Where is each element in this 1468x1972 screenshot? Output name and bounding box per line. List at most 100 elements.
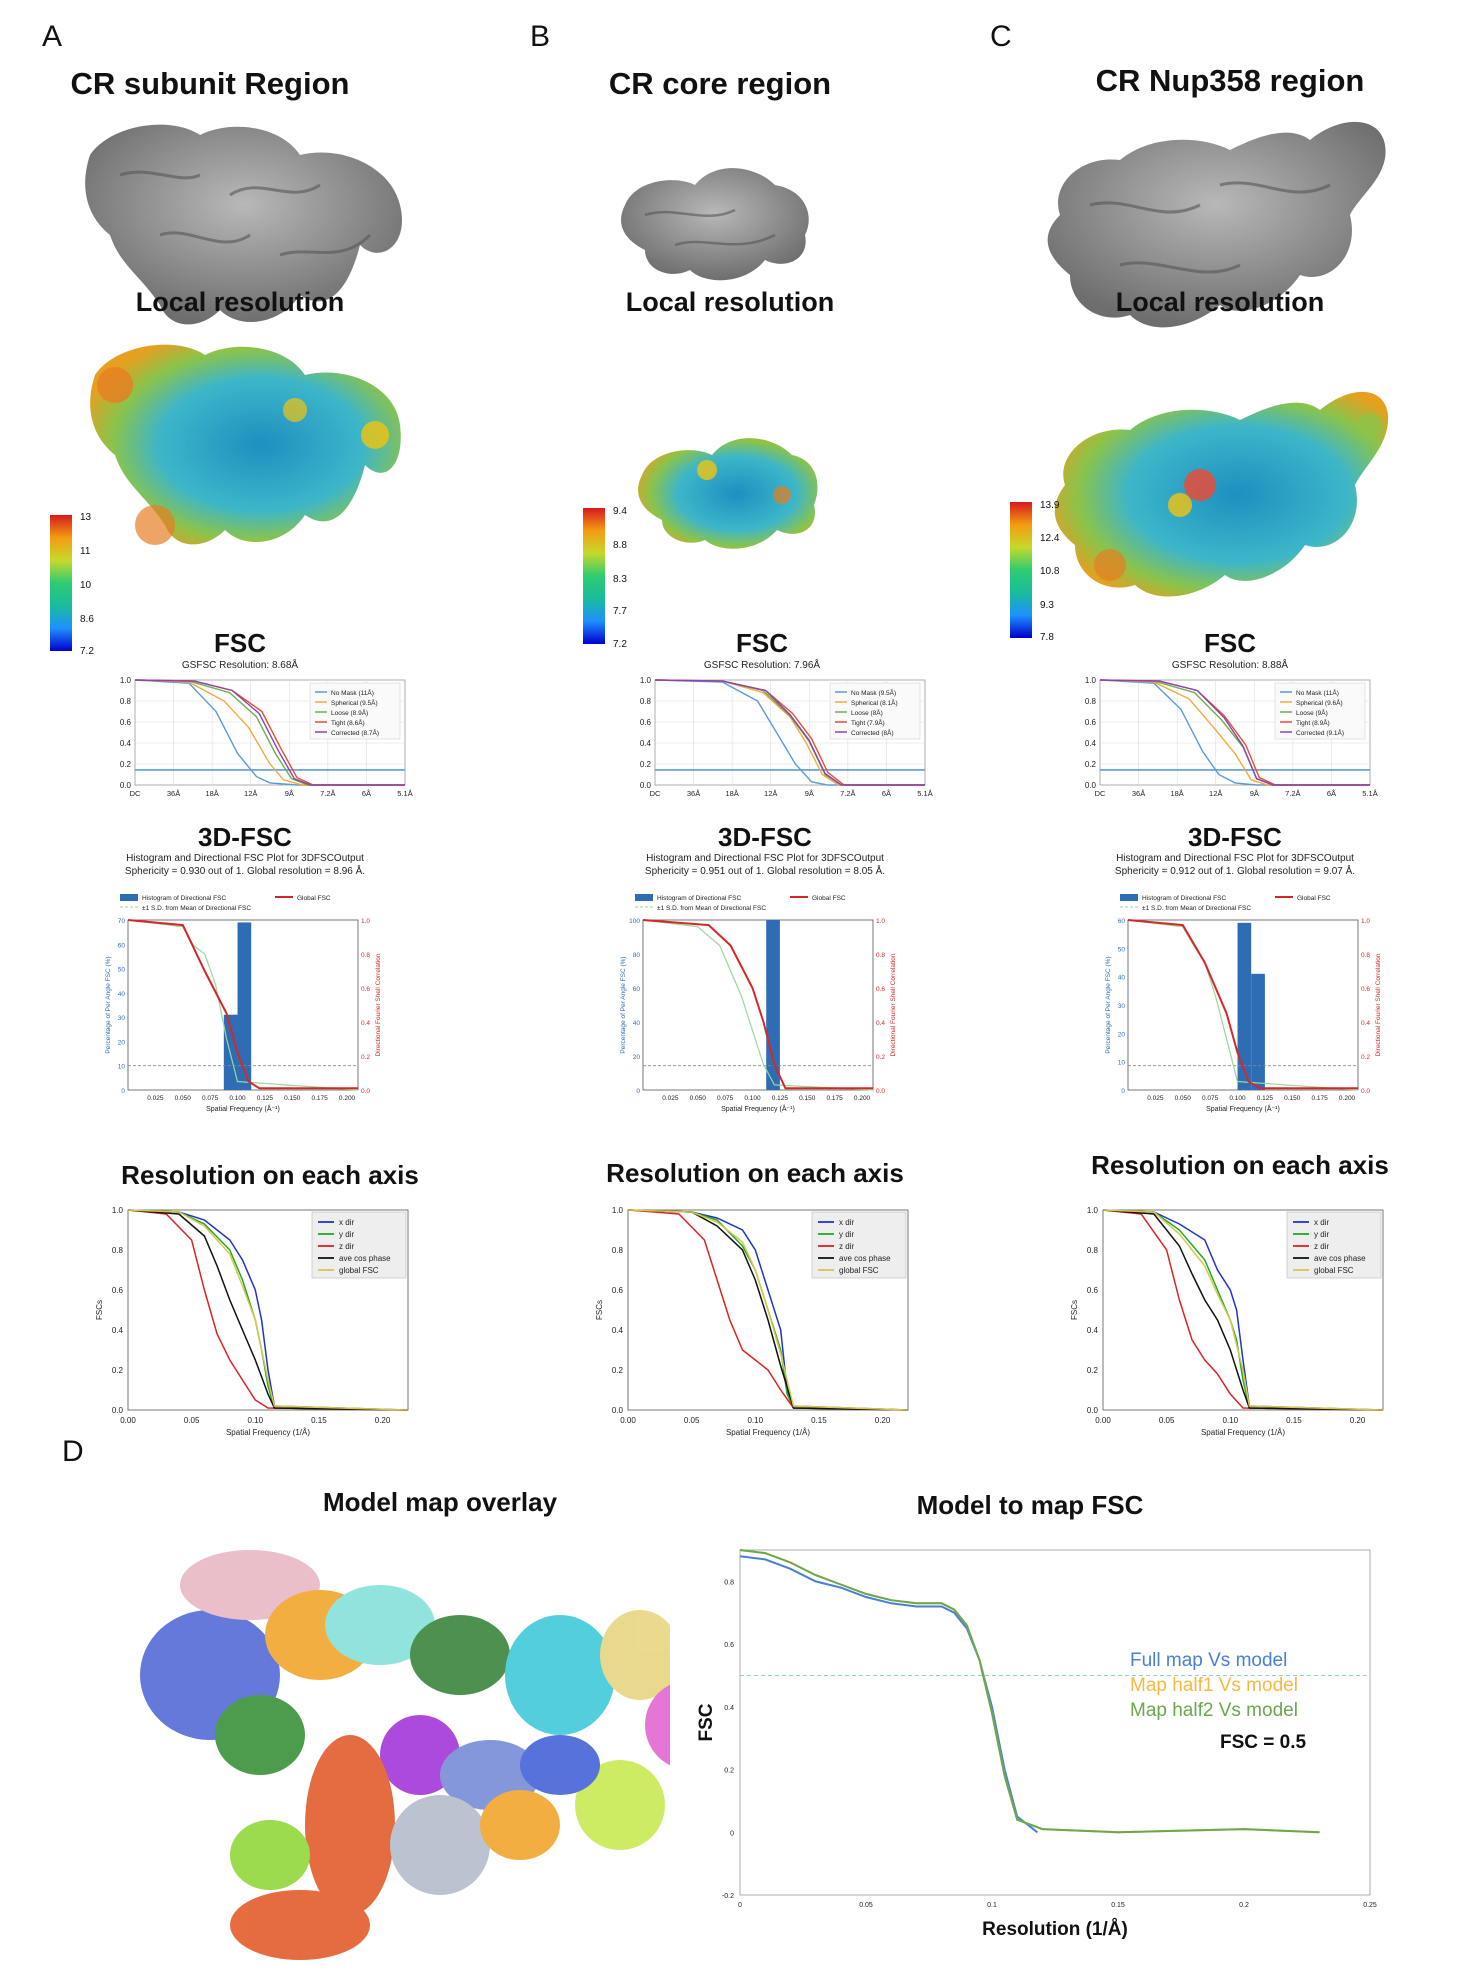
legend-label: Spherical (9.6Å)	[1296, 698, 1343, 707]
legend-label: ave cos phase	[839, 1254, 891, 1263]
model-fsc-title: Model to map FSC	[916, 1490, 1144, 1520]
y-axis-label: FSC	[696, 1703, 717, 1741]
x-tick-label: 0.125	[772, 1095, 789, 1102]
fsc3d-sub2-c: Sphericity = 0.912 out of 1. Global reso…	[1114, 866, 1356, 877]
fsc3d-title-b: 3D-FSC	[718, 822, 812, 852]
left-tick-label: 80	[633, 952, 641, 959]
directional-fsc-line	[642, 919, 874, 1091]
legend-label: Spherical (8.1Å)	[851, 698, 898, 707]
fsc-title-c: FSC	[1204, 628, 1256, 658]
model-fsc-series-line	[739, 1555, 1039, 1834]
x-axis-label: Resolution (1/Å)	[982, 1919, 1128, 1940]
x-tick-label: 18Å	[725, 789, 738, 798]
legend-label: Corrected (8Å)	[851, 728, 894, 737]
axis-series-line	[1102, 1209, 1384, 1411]
axis-legend: x dir y dir z dir ave cos phase global FSC	[311, 1211, 407, 1279]
y-axis-label-right: Directional Fourier Shell Correlation	[375, 953, 382, 1056]
histogram-bar	[1237, 922, 1252, 1090]
x-tick-label: DC	[130, 789, 141, 798]
left-tick-label: 0	[636, 1088, 640, 1095]
legend-label: Tight (8.9Å)	[1296, 718, 1330, 727]
local-resolution-map-b	[638, 438, 818, 549]
histogram-bar	[1251, 973, 1265, 1090]
colorbar-b	[583, 508, 605, 644]
axis-title-a: Resolution on each axis	[121, 1160, 419, 1190]
left-tick-label: 0	[1121, 1088, 1125, 1095]
x-tick-label: 6Å	[362, 789, 371, 798]
colorbar-c-tick: 9.3	[1040, 600, 1054, 611]
x-tick-label: 6Å	[882, 789, 891, 798]
right-tick-label: 0.0	[1361, 1088, 1370, 1095]
colorbar-a-tick: 8.6	[80, 614, 94, 625]
legend-hist-swatch	[635, 894, 653, 901]
right-tick-label: 1.0	[1361, 918, 1370, 925]
fsc-series-line	[1099, 679, 1370, 786]
fsc-chart-c: 1.0 0.8 0.6 0.4 0.2 0.0DC 36Å 18Å 12Å 9Å 7.2Å 6Å 5.1…	[1085, 676, 1378, 798]
x-tick-label: 0.150	[799, 1095, 816, 1102]
local-res-title-b: Local resolution	[625, 287, 835, 317]
axis-chart-c: 1.0 0.8 0.6 0.4 0.2 0.00.00 0.05 0.10 0.15 0.20 Sp…	[1070, 1206, 1384, 1437]
y-tick-label: 1.0	[1087, 1206, 1099, 1215]
right-tick-label: 0.0	[361, 1088, 370, 1095]
local-res-title-c: Local resolution	[1115, 287, 1325, 317]
x-tick-label: 0.05	[1159, 1416, 1175, 1425]
colorbar-b-tick: 9.4	[613, 506, 627, 517]
legend-label: Loose (9Å)	[1296, 708, 1328, 717]
x-tick-label: 7.2Å	[840, 789, 855, 798]
x-tick-label: 12Å	[244, 789, 257, 798]
axis-series-line	[1102, 1209, 1384, 1411]
y-tick-label: 0.4	[724, 1705, 734, 1712]
model-overlay-title: Model map overlay	[322, 1487, 558, 1517]
x-axis-label: Spatial Frequency (1/Å)	[726, 1428, 810, 1437]
y-axis-label: FSCs	[95, 1300, 104, 1320]
panel-a-title: CR subunit Region	[70, 66, 350, 101]
x-tick-label: 0.00	[120, 1416, 136, 1425]
y-tick-label: 0.0	[612, 1406, 624, 1415]
y-tick-label: 0.4	[612, 1326, 624, 1335]
x-tick-label: 0.100	[744, 1095, 761, 1102]
fsc3d-title-c: 3D-FSC	[1188, 822, 1282, 852]
x-tick-label: 0.15	[1111, 1902, 1125, 1909]
axis-series-line	[627, 1209, 909, 1411]
colorbar-b-tick: 8.8	[613, 540, 627, 551]
x-axis-label: Spatial Frequency (Å⁻¹)	[206, 1104, 280, 1113]
fsc3d-sub2-a: Sphericity = 0.930 out of 1. Global reso…	[124, 866, 366, 877]
legend-label: y dir	[1314, 1230, 1329, 1239]
x-tick-label: 5.1Å	[1362, 789, 1377, 798]
x-tick-label: 0.25	[1363, 1902, 1377, 1909]
right-tick-label: 0.8	[1361, 952, 1370, 959]
axis-series-line	[1102, 1209, 1384, 1411]
x-tick-label: 0.00	[620, 1416, 636, 1425]
x-tick-label: 0.20	[875, 1416, 891, 1425]
axis-chart-a: 1.0 0.8 0.6 0.4 0.2 0.00.00 0.05 0.10 0.15 0.20 Sp…	[95, 1206, 409, 1437]
colorbar-c-tick: 10.8	[1040, 566, 1060, 577]
right-tick-label: 0.8	[361, 952, 370, 959]
left-tick-label: 100	[629, 918, 640, 925]
legend-label: No Mask (11Å)	[331, 688, 374, 697]
x-tick-label: 7.2Å	[1285, 789, 1300, 798]
y-tick-label: 0.4	[640, 739, 652, 748]
axis-series-line	[627, 1209, 909, 1411]
y-tick-label: 0.2	[724, 1768, 734, 1775]
legend-label: x dir	[839, 1218, 854, 1227]
axis-series-line	[127, 1209, 409, 1411]
y-tick-label: 0.0	[1087, 1406, 1099, 1415]
y-tick-label: 1.0	[1085, 676, 1097, 685]
colorbar-c-tick: 7.8	[1040, 632, 1054, 643]
x-tick-label: 0.150	[1284, 1095, 1301, 1102]
left-tick-label: 0	[121, 1088, 125, 1095]
x-tick-label: 0.100	[1229, 1095, 1246, 1102]
model-fsc-chart: 0.8 0.6 0.4 0.2 0 -0.2 0 0.05 0.1 0.15 0.2 0.25 Reso…	[696, 1549, 1377, 1940]
fsc-legend: No Mask (11Å)Spherical (9.6Å)Loose (9Å)T…	[1274, 682, 1366, 740]
y-tick-label: 0.8	[1087, 1246, 1099, 1255]
x-tick-label: 0.125	[1257, 1095, 1274, 1102]
panel-b-title: CR core region	[608, 66, 832, 101]
fsc3d-sub1-b: Histogram and Directional FSC Plot for 3…	[646, 853, 884, 864]
right-tick-label: 0.4	[876, 1020, 885, 1027]
x-axis-label: Spatial Frequency (1/Å)	[1201, 1428, 1285, 1437]
y-tick-label: 0.8	[1085, 697, 1097, 706]
gsfsc-text-c: GSFSC Resolution: 8.88Å	[1171, 660, 1289, 671]
left-tick-label: 60	[633, 986, 641, 993]
histogram-bar	[223, 1014, 238, 1090]
model-fsc-plot-area	[739, 1549, 1371, 1896]
